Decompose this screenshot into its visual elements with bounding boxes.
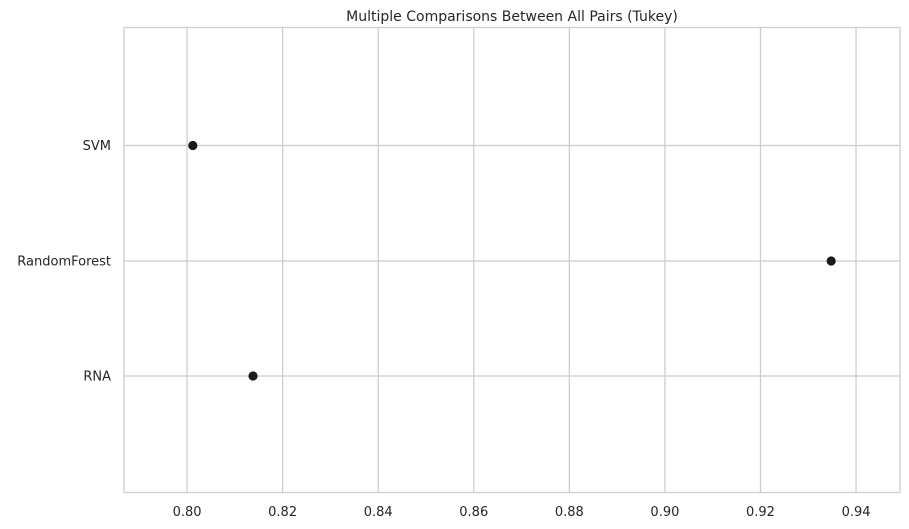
data-point-svm bbox=[188, 140, 198, 151]
data-point-randomforest bbox=[826, 256, 836, 266]
x-tick-label: 0.94 bbox=[842, 505, 871, 520]
x-tick-label: 0.92 bbox=[746, 505, 775, 520]
x-tick-label: 0.84 bbox=[364, 505, 393, 520]
y-tick-label: SVM bbox=[83, 139, 111, 154]
points-layer bbox=[188, 140, 836, 381]
plot-frame bbox=[123, 26, 901, 494]
x-tick-label: 0.90 bbox=[650, 505, 679, 520]
y-tick-label: RNA bbox=[83, 370, 111, 385]
y-tick-labels: SVM RandomForest RNA bbox=[17, 139, 111, 385]
x-tick-label: 0.80 bbox=[173, 505, 202, 520]
grid-layer bbox=[124, 27, 900, 493]
x-tick-labels: 0.80 0.82 0.84 0.86 0.88 0.90 0.92 0.94 bbox=[173, 505, 871, 520]
x-tick-label: 0.82 bbox=[268, 505, 297, 520]
chart-title: Multiple Comparisons Between All Pairs (… bbox=[346, 9, 678, 25]
x-tick-label: 0.88 bbox=[555, 505, 584, 520]
y-tick-label: RandomForest bbox=[17, 255, 111, 270]
data-point-rna bbox=[248, 371, 258, 381]
x-tick-label: 0.86 bbox=[459, 505, 488, 520]
